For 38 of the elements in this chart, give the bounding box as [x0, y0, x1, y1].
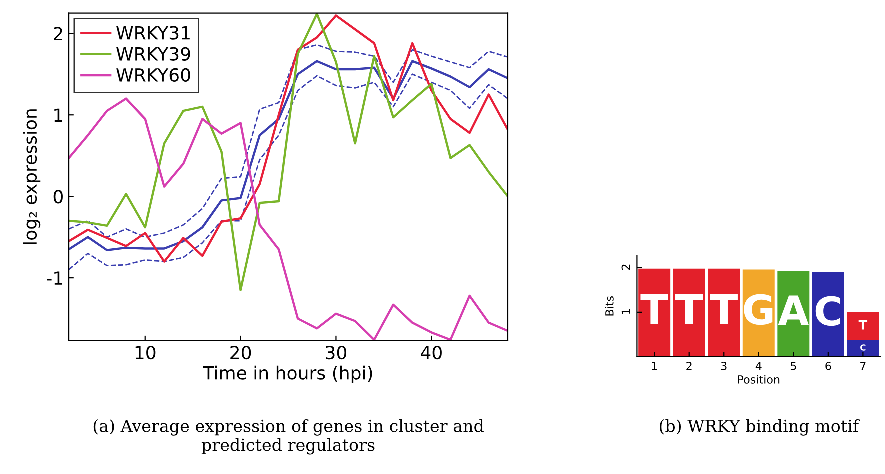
bar	[812, 272, 844, 357]
y-tick-label: -1	[47, 272, 63, 285]
series-label: T	[675, 294, 704, 324]
text: C	[860, 344, 866, 351]
x-tick-label: 5	[790, 362, 796, 370]
text: (a) Average expression of genes in cluster and predicted regulators	[94, 419, 484, 455]
y-axis-title: Bits	[605, 296, 614, 316]
legend-label: WRKY31	[116, 26, 190, 40]
bar	[847, 340, 880, 357]
bar	[708, 268, 740, 357]
x-tick-label: 30	[326, 346, 347, 360]
x-tick-label: 4	[756, 362, 762, 370]
bar	[673, 268, 706, 357]
text: T	[640, 294, 668, 324]
y-tick-label: 2	[54, 27, 62, 40]
series-label: G	[744, 294, 773, 326]
x-tick-label: 20	[230, 346, 252, 360]
text: T	[710, 294, 738, 324]
x-tick-label: 40	[421, 346, 442, 360]
x-tick-label: 3	[721, 362, 727, 370]
legend-label: WRKY39	[116, 47, 190, 61]
y-tick-label: 0	[54, 190, 63, 204]
series-label: A	[778, 296, 810, 326]
y-axis-title: log₂ expression	[23, 110, 41, 244]
text: (b) WRKY binding motif	[660, 419, 860, 436]
x-tick-label: 10	[136, 346, 156, 360]
legend-label: WRKY60	[116, 68, 190, 82]
bar	[847, 312, 880, 340]
series-label: C	[816, 296, 840, 326]
text: T	[858, 320, 868, 330]
x-axis-title: Time in hours (hpi)	[203, 366, 372, 384]
x-tick-label: 1	[652, 362, 658, 370]
x-tick-label: 6	[826, 362, 832, 370]
x-axis-title: Position	[738, 375, 780, 384]
y-tick-label: 1	[54, 108, 62, 122]
bar	[638, 268, 671, 357]
x-tick-label: 7	[860, 362, 866, 370]
x-tick-label: 2	[686, 362, 692, 370]
